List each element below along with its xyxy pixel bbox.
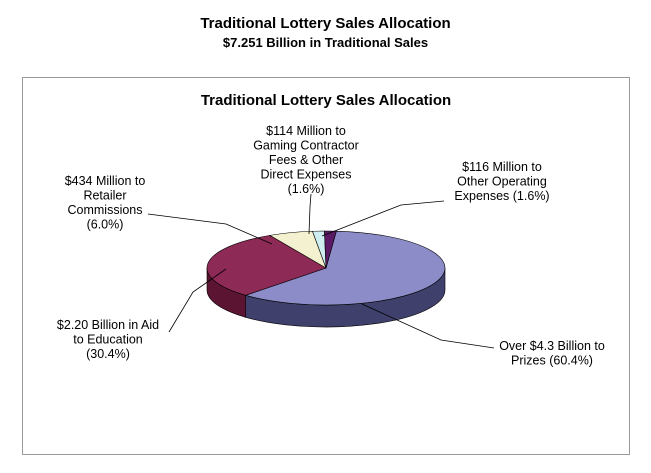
slice-label-line: Fees & Other [269, 153, 343, 167]
slice-label-line: Expenses (1.6%) [454, 189, 549, 203]
slice-label-line: (6.0%) [87, 218, 124, 232]
slice-education [206, 235, 327, 296]
chart-title: Traditional Lottery Sales Allocation [201, 92, 451, 109]
slice-label-line: Commissions [67, 203, 142, 217]
slice-label-line: Gaming Contractor [253, 139, 359, 153]
slice-label-line: $434 Million to [65, 174, 146, 188]
leader-lines [147, 193, 495, 349]
leader-line-prizes [361, 303, 495, 349]
slice-prizes [244, 230, 446, 306]
slice-label-retailer: $434 Million to Retailer Commissions (6.0%) [65, 174, 146, 232]
slice-labels: Over $4.3 Billion to Prizes (60.4%) $2.20 … [57, 124, 605, 368]
pie-top [206, 230, 446, 306]
page-subtitle: $7.251 Billion in Traditional Sales [222, 35, 429, 50]
slice-label-line: $2.20 Billion in Aid [57, 318, 159, 332]
slice-operating [324, 230, 337, 269]
slice-label-line: $114 Million to [266, 124, 346, 138]
slice-label-operating: $116 Million to Other Operating Expenses (… [454, 160, 549, 203]
slice-label-education: $2.20 Billion in Aid to Education (30.4%) [57, 318, 159, 361]
slice-label-line: Retailer [83, 189, 126, 203]
slice-label-line: Prizes (60.4%) [511, 354, 593, 368]
slice-label-line: Over $4.3 Billion to [499, 339, 605, 353]
slice-label-line: (1.6%) [288, 182, 325, 196]
slice-label-contractor: $114 Million to Gaming Contractor Fees & O… [253, 124, 359, 196]
slice-label-line: to Education [73, 333, 143, 347]
slice-label-line: Direct Expenses [260, 168, 351, 182]
chart-frame: Traditional Lottery Sales Allocation Ove… [22, 77, 630, 455]
leader-line-retailer [147, 213, 273, 245]
slice-label-line: Other Operating [457, 175, 547, 189]
page-title: Traditional Lottery Sales Allocation [200, 15, 451, 32]
slice-label-prizes: Over $4.3 Billion to Prizes (60.4%) [499, 339, 605, 368]
leader-line-education [168, 268, 227, 333]
pie-chart: Traditional Lottery Sales Allocation Ove… [57, 92, 605, 368]
leader-line-operating [321, 200, 445, 237]
leader-line-contractor [308, 193, 312, 235]
slice-label-line: (30.4%) [86, 347, 130, 361]
slice-label-line: $116 Million to [462, 160, 542, 174]
